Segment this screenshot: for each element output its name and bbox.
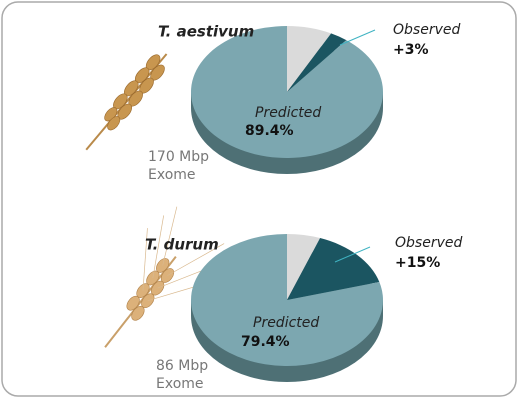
leader-line (339, 29, 376, 46)
wheat-icon (104, 206, 225, 348)
pie-slice (287, 234, 321, 300)
value-label: +15% (395, 255, 440, 271)
slice-label: Observed (393, 22, 460, 38)
slice-label: Observed (395, 235, 462, 251)
annotation: Exome (156, 376, 204, 392)
chart-title: T. durum (145, 236, 219, 254)
value-label: 89.4% (245, 123, 294, 139)
value-label: +3% (393, 42, 429, 58)
pie-slice (287, 33, 347, 92)
annotation: 86 Mbp (156, 358, 208, 374)
slice-label: Predicted (253, 315, 319, 331)
wheat-icon (85, 53, 168, 151)
pie-slice (287, 238, 380, 300)
chart-title: T. aestivum (158, 23, 254, 41)
pie-slice (190, 234, 383, 367)
slice-label: Predicted (255, 105, 321, 121)
annotation: Exome (148, 167, 196, 183)
pie-slice (287, 26, 332, 92)
leader-line (334, 246, 371, 263)
annotation: 170 Mbp (148, 149, 209, 165)
value-label: 79.4% (241, 334, 290, 350)
pie-slice (190, 26, 383, 158)
